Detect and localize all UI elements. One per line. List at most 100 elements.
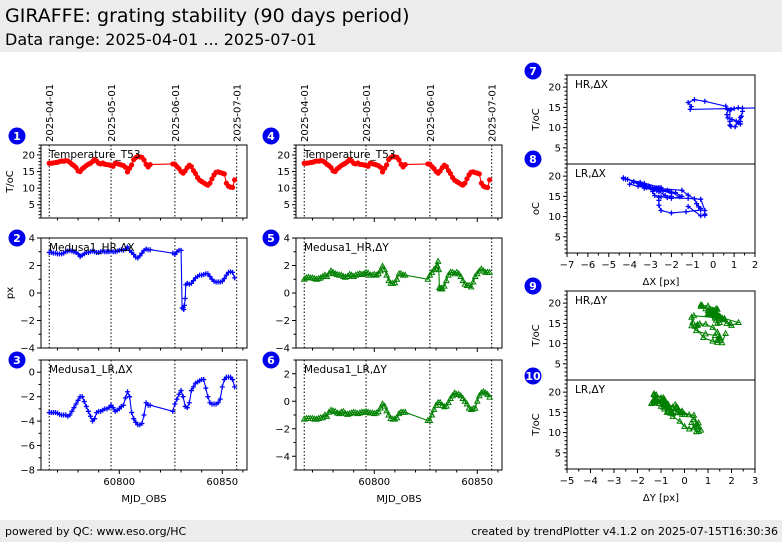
y-tick-label: −2: [275, 316, 290, 327]
data-point: [773, 96, 778, 101]
y-tick-label: 4: [284, 234, 290, 245]
data-point: [85, 408, 91, 414]
footer: powered by QC: www.eso.org/HC created by…: [0, 520, 782, 542]
panel-label: Temperature_T53: [303, 149, 396, 161]
data-point: [692, 420, 700, 427]
data-point: [778, 96, 782, 101]
x-tick-label: −1: [685, 260, 700, 271]
y-tick-label: 20: [548, 388, 561, 399]
data-point: [188, 388, 194, 394]
data-point: [687, 106, 693, 112]
data-point: [641, 180, 647, 186]
series-1: [46, 153, 238, 191]
y-tick-label: 10: [548, 339, 561, 350]
data-point: [110, 405, 116, 411]
data-point: [690, 311, 698, 319]
data-point: [360, 269, 368, 277]
x-tick-label: 1: [705, 476, 711, 487]
data-point: [676, 417, 684, 424]
data-point: [372, 271, 380, 278]
x-axis-label: MJD_OBS: [121, 494, 166, 505]
series-9: [688, 300, 742, 346]
x-tick-label: −5: [560, 476, 575, 487]
x-tick-label: −3: [643, 260, 658, 271]
data-point: [217, 396, 223, 402]
panel-number-badge: [524, 277, 542, 295]
x-tick-label: −2: [664, 260, 679, 271]
data-point: [721, 314, 728, 322]
data-point: [469, 404, 477, 412]
data-point: [73, 401, 79, 407]
y-tick-label: 5: [555, 359, 561, 370]
data-point: [685, 410, 693, 418]
data-point: [486, 268, 494, 275]
data-point: [691, 322, 699, 329]
data-point: [695, 419, 703, 426]
data-point: [688, 313, 695, 320]
data-point: [436, 398, 444, 406]
data-point: [384, 162, 390, 168]
data-point: [484, 184, 491, 191]
x-axis-label: ΔX [px]: [643, 277, 680, 288]
data-point: [773, 96, 778, 101]
data-point: [313, 275, 321, 282]
panel-label: Medusa1_HR,ΔY: [304, 242, 389, 254]
data-point: [383, 407, 391, 414]
data-point: [704, 310, 712, 317]
data-point: [673, 190, 679, 196]
data-point: [723, 103, 729, 109]
data-point: [402, 161, 408, 168]
data-point: [769, 90, 774, 95]
data-point: [221, 171, 227, 177]
data-point: [681, 410, 688, 417]
data-point: [656, 202, 662, 208]
data-point: [728, 106, 734, 112]
data-point: [383, 271, 391, 278]
data-point: [663, 408, 671, 415]
data-point: [622, 176, 628, 182]
data-point: [139, 421, 145, 427]
data-point: [652, 395, 660, 402]
data-point: [141, 412, 147, 418]
data-point: [657, 402, 665, 409]
data-point: [122, 164, 129, 170]
data-point: [464, 176, 470, 182]
panel-number-badge: [262, 351, 280, 369]
data-point: [172, 401, 178, 407]
data-point: [374, 407, 382, 415]
x-axis-label: MJD_OBS: [376, 494, 421, 505]
data-point: [711, 310, 719, 317]
data-point: [713, 319, 721, 326]
data-point: [709, 337, 717, 344]
x-tick-label: 60800: [358, 477, 390, 488]
data-point: [688, 104, 694, 110]
data-point: [207, 274, 213, 279]
panel-number: 6: [267, 354, 275, 367]
data-point: [230, 269, 236, 275]
data-point: [188, 163, 194, 170]
data-point: [727, 107, 733, 113]
panel-10: −5 −4 −3 −2 −1 0 1 2 3 ΔY [px] 5 10 15 20 T/oC LR,ΔY 10: [524, 367, 758, 504]
footer-created-by: created by trendPlotter v4.1.2 on 2025-0…: [471, 525, 778, 538]
y-tick-label: −8: [20, 466, 35, 477]
panel-label: LR,ΔY: [575, 384, 606, 396]
data-point: [125, 244, 131, 250]
data-point: [777, 97, 782, 102]
data-point: [652, 193, 658, 199]
data-point: [486, 393, 494, 400]
panel-label: HR,ΔX: [575, 79, 608, 91]
data-point: [428, 411, 436, 418]
data-point: [178, 388, 184, 394]
data-point: [445, 398, 452, 406]
data-point: [766, 105, 771, 110]
data-point: [778, 100, 782, 105]
data-point: [122, 395, 128, 401]
y-axis-label: T/oC: [531, 108, 542, 132]
data-point: [83, 403, 89, 409]
data-point: [664, 195, 670, 201]
date-marker-label: 2025-04-01: [300, 84, 311, 142]
data-point: [364, 269, 372, 276]
data-point: [379, 262, 386, 269]
date-marker-label: 2025-05-01: [107, 84, 118, 142]
data-point: [697, 302, 705, 309]
